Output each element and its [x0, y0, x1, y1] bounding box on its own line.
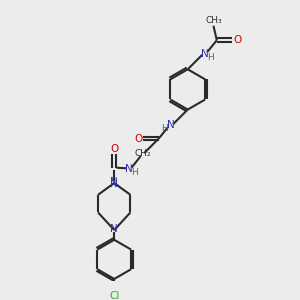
- Text: N: N: [110, 177, 118, 187]
- Text: N: N: [110, 224, 118, 235]
- Text: H: H: [161, 124, 168, 133]
- Text: O: O: [134, 134, 142, 144]
- Text: N: N: [125, 164, 133, 174]
- Text: CH₂: CH₂: [134, 149, 151, 158]
- Text: H: H: [207, 52, 214, 62]
- Text: N: N: [201, 49, 208, 59]
- Text: O: O: [233, 35, 241, 45]
- Text: N: N: [110, 178, 118, 189]
- Text: CH₃: CH₃: [205, 16, 222, 25]
- Text: O: O: [110, 144, 118, 154]
- Text: H: H: [131, 168, 138, 177]
- Text: Cl: Cl: [109, 291, 119, 300]
- Text: N: N: [167, 120, 174, 130]
